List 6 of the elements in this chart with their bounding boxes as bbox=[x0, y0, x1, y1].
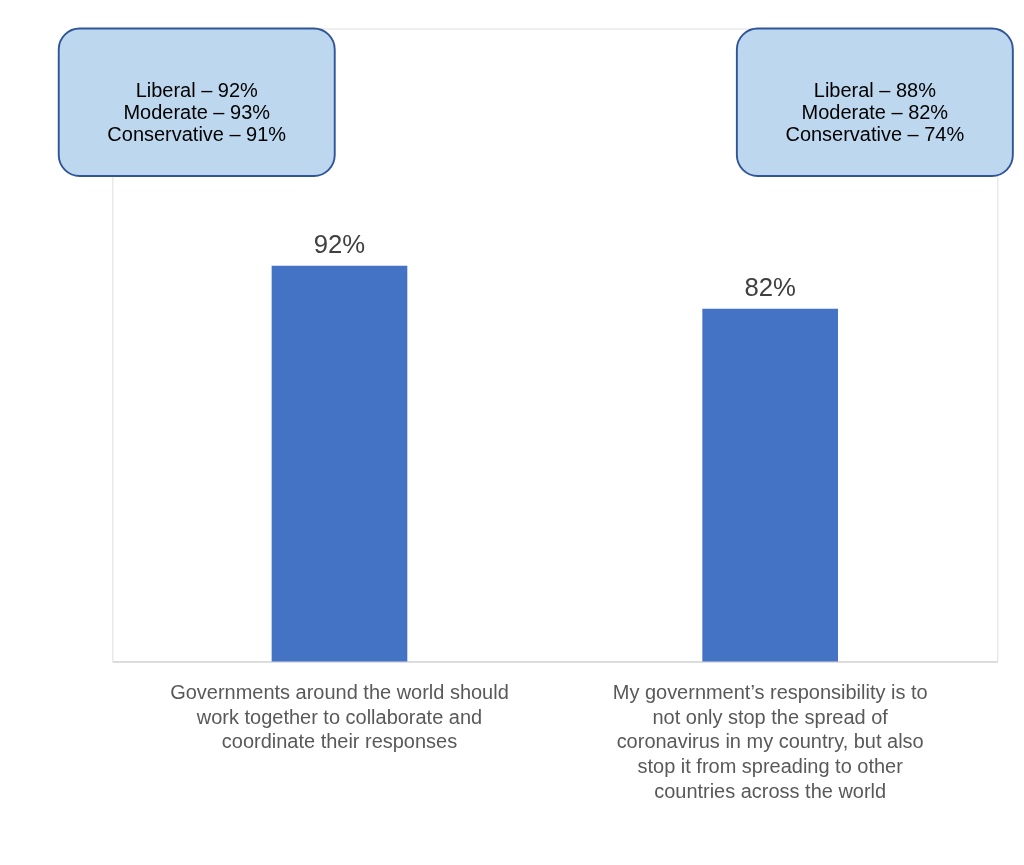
data-label: 92% bbox=[313, 229, 366, 258]
text: Liberal – 92% Moderate – 93% Conservative – 91% bbox=[107, 79, 287, 145]
x-tick-label: Governments around the world should work together to collaborate and coordinate their responses bbox=[170, 680, 509, 753]
data-label: 82% bbox=[744, 272, 796, 301]
text: Liberal – 88% Moderate – 82% Conservative – 74% bbox=[785, 79, 965, 145]
x-tick-label: My government’s responsibility is to not only stop the spread of coronavirus in my country, but also stop it from spreading to other countries across the world bbox=[612, 680, 928, 802]
